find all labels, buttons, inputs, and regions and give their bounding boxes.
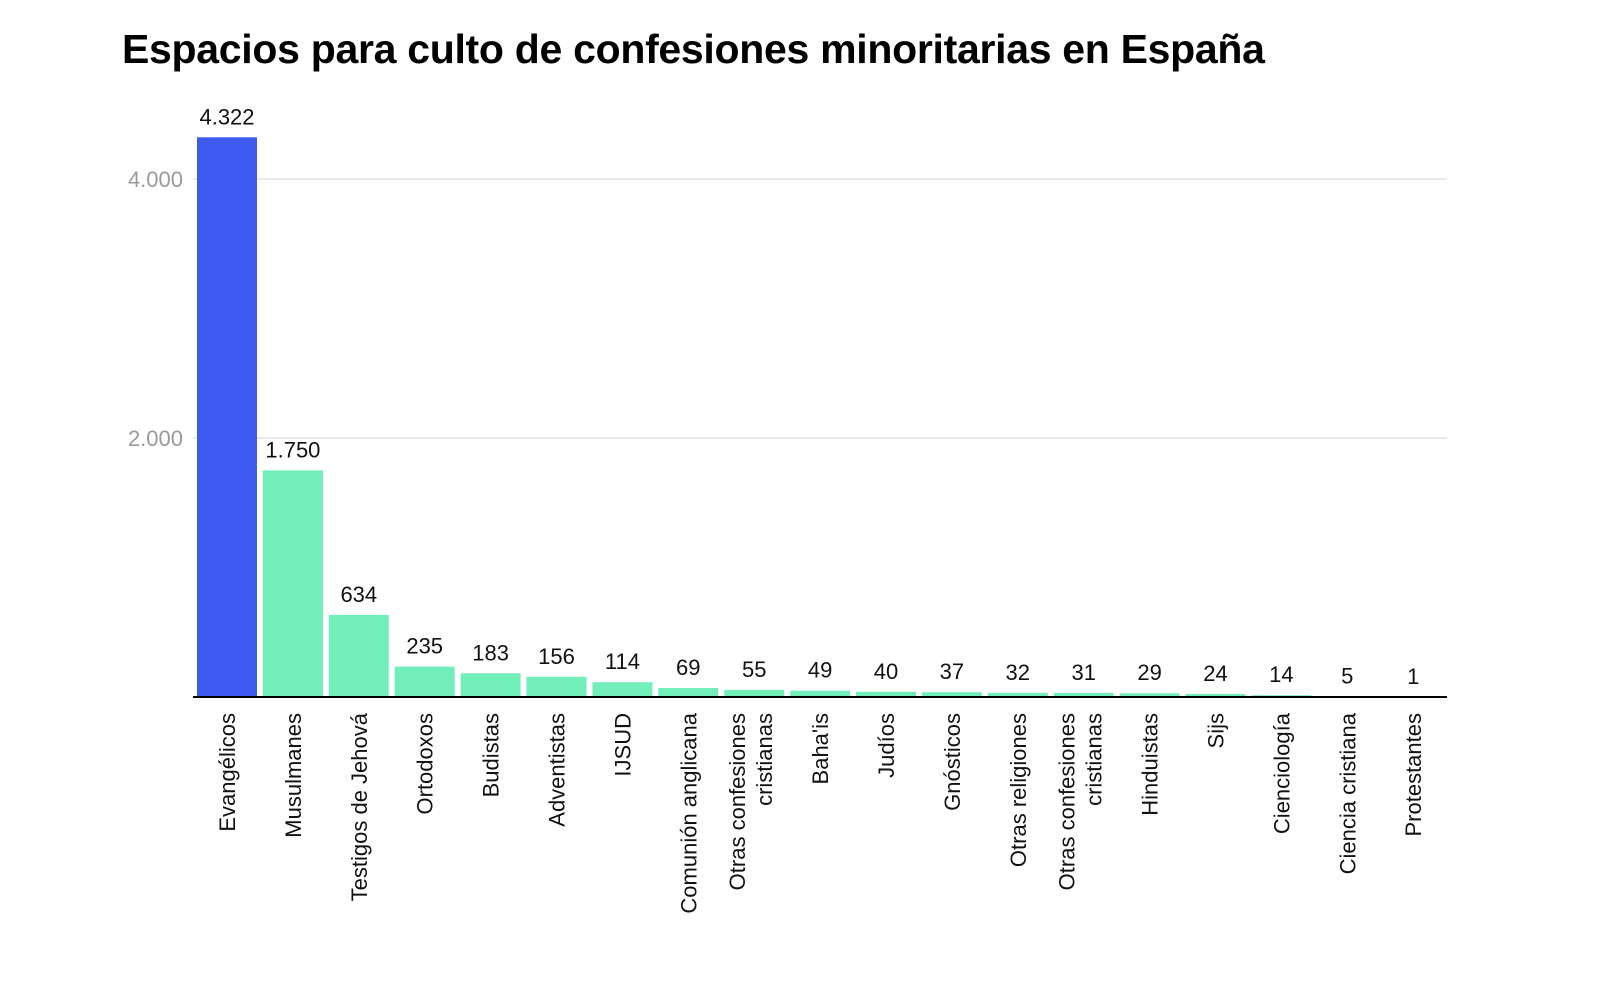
category-label-line: IJSUD — [610, 713, 635, 777]
bar — [658, 688, 719, 697]
category-label-line: Judíos — [874, 713, 899, 778]
category-label: Hinduistas — [1138, 713, 1163, 816]
category-label: IJSUD — [610, 713, 635, 777]
bar — [394, 666, 455, 697]
category-label: Ciencia cristiana — [1335, 712, 1360, 874]
category-label-line: Gnósticos — [940, 713, 965, 811]
category-label-line: Sijs — [1204, 713, 1229, 748]
value-label: 29 — [1137, 660, 1161, 685]
category-label-line: Ciencia cristiana — [1335, 712, 1360, 874]
category-label-line: Musulmanes — [281, 713, 306, 838]
category-label: Testigos de Jehová — [347, 712, 372, 901]
y-tick-label: 2.000 — [128, 426, 183, 451]
category-label-line: Otras confesiones — [1055, 713, 1080, 890]
bar — [262, 470, 323, 697]
category-label: Baha'is — [808, 713, 833, 784]
category-label-line: Comunión anglicana — [676, 712, 701, 913]
bar — [790, 690, 851, 697]
value-label: 24 — [1203, 661, 1227, 686]
value-label: 49 — [808, 658, 832, 683]
category-label: Musulmanes — [281, 713, 306, 838]
value-label: 4.322 — [199, 104, 254, 129]
bar — [197, 137, 257, 697]
category-label-line: Testigos de Jehová — [347, 712, 372, 901]
category-label: Ortodoxos — [413, 713, 438, 815]
value-label: 235 — [406, 634, 443, 659]
category-label-line: Cienciología — [1269, 712, 1294, 834]
value-label: 14 — [1269, 662, 1293, 687]
bar — [460, 673, 521, 697]
value-label: 1 — [1407, 664, 1419, 689]
value-label: 183 — [472, 640, 509, 665]
category-label: Comunión anglicana — [676, 712, 701, 913]
value-label: 40 — [874, 659, 898, 684]
value-label: 1.750 — [265, 437, 320, 462]
bar — [526, 676, 587, 697]
category-label: Adventistas — [545, 713, 570, 827]
category-label-line: Hinduistas — [1138, 713, 1163, 816]
bar — [1053, 692, 1114, 697]
category-label: Cienciología — [1269, 712, 1294, 834]
chart-title: Espacios para culto de confesiones minor… — [122, 26, 1265, 72]
value-label: 69 — [676, 655, 700, 680]
bar — [856, 691, 916, 697]
category-label-line: Adventistas — [545, 713, 570, 827]
category-label: Protestantes — [1401, 713, 1426, 837]
value-label: 114 — [605, 649, 640, 674]
value-label: 32 — [1006, 660, 1030, 685]
bar — [724, 689, 785, 697]
value-label: 156 — [538, 644, 575, 669]
category-label: Gnósticos — [940, 713, 965, 811]
category-label-line: Otras confesiones — [725, 713, 750, 890]
category-label-line: Budistas — [479, 713, 504, 797]
category-label-line: cristianas — [752, 713, 777, 806]
category-label-line: Protestantes — [1401, 713, 1426, 837]
category-label: Evangélicos — [215, 713, 240, 832]
category-label-line: Baha'is — [808, 713, 833, 784]
bar — [328, 614, 389, 697]
y-tick-label: 4.000 — [128, 167, 183, 192]
bar — [1119, 693, 1180, 697]
bar — [987, 692, 1048, 697]
value-label: 55 — [742, 657, 766, 682]
category-label-line: Evangélicos — [215, 713, 240, 832]
category-label: Otras confesionescristianas — [725, 713, 777, 890]
bar — [921, 692, 982, 697]
category-label-line: Otras religiones — [1006, 713, 1031, 867]
category-label: Otras religiones — [1006, 713, 1031, 867]
category-label: Judíos — [874, 713, 899, 778]
category-label: Sijs — [1204, 713, 1229, 748]
category-label-line: cristianas — [1082, 713, 1107, 806]
category-label: Otras confesionescristianas — [1055, 713, 1107, 890]
bar — [592, 682, 653, 697]
category-label: Budistas — [479, 713, 504, 797]
value-label: 5 — [1341, 663, 1353, 688]
value-label: 634 — [340, 582, 377, 607]
category-label-line: Ortodoxos — [413, 713, 438, 815]
value-label: 37 — [940, 659, 964, 684]
value-label: 31 — [1071, 660, 1095, 685]
bar — [1185, 693, 1246, 697]
